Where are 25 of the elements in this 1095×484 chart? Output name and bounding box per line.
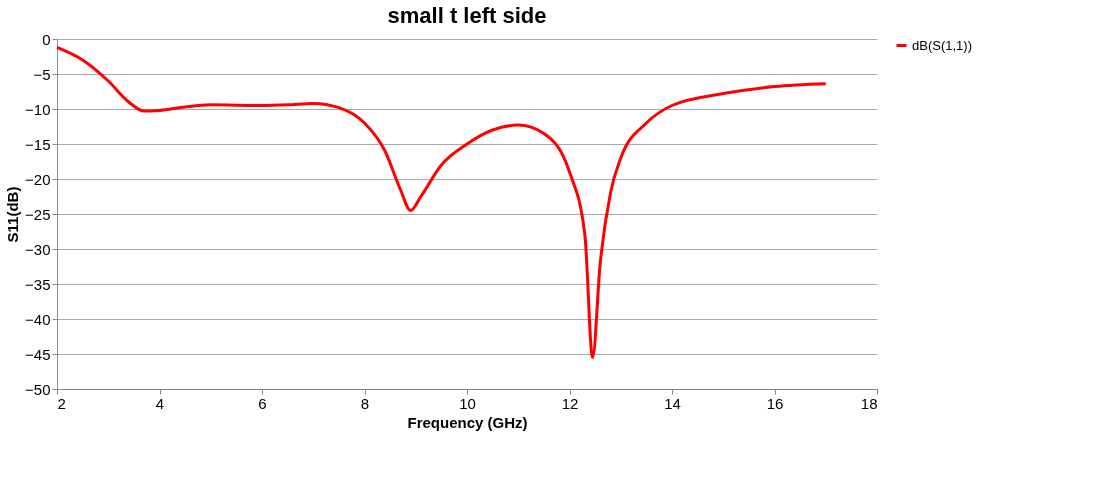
x-tick-label: 10 [459,394,476,412]
x-tick-label: 14 [664,394,681,412]
y-axis-title: S11(dB) [4,186,22,243]
x-tick-label: 16 [766,394,784,412]
x-tick-label: 2 [57,394,66,412]
y-tick-label: −5 [33,65,51,83]
line-series [55,45,828,359]
y-tick-label: −45 [25,345,51,363]
x-axis-title: Frequency (GHz) [407,413,528,431]
y-tick-label: 0 [42,30,51,48]
y-tick-label: −50 [25,380,51,398]
chart-title: small t left side [387,3,547,28]
y-tick-label: −30 [25,240,51,258]
y-tick-label: −35 [25,275,51,293]
y-tick-label: −15 [25,135,51,153]
y-tick-label: −20 [25,170,51,188]
y-tick-label: −10 [25,100,51,118]
x-tick-label: 18 [860,394,878,412]
x-tick-label: 6 [258,394,267,412]
x-tick-label: 8 [360,394,370,412]
x-tick-label: 12 [561,394,579,412]
legend-label: dB(S(1,1)) [912,37,972,53]
x-tick-label: 4 [155,394,165,412]
y-tick-label: −25 [25,205,51,223]
y-tick-label: −40 [25,310,51,328]
